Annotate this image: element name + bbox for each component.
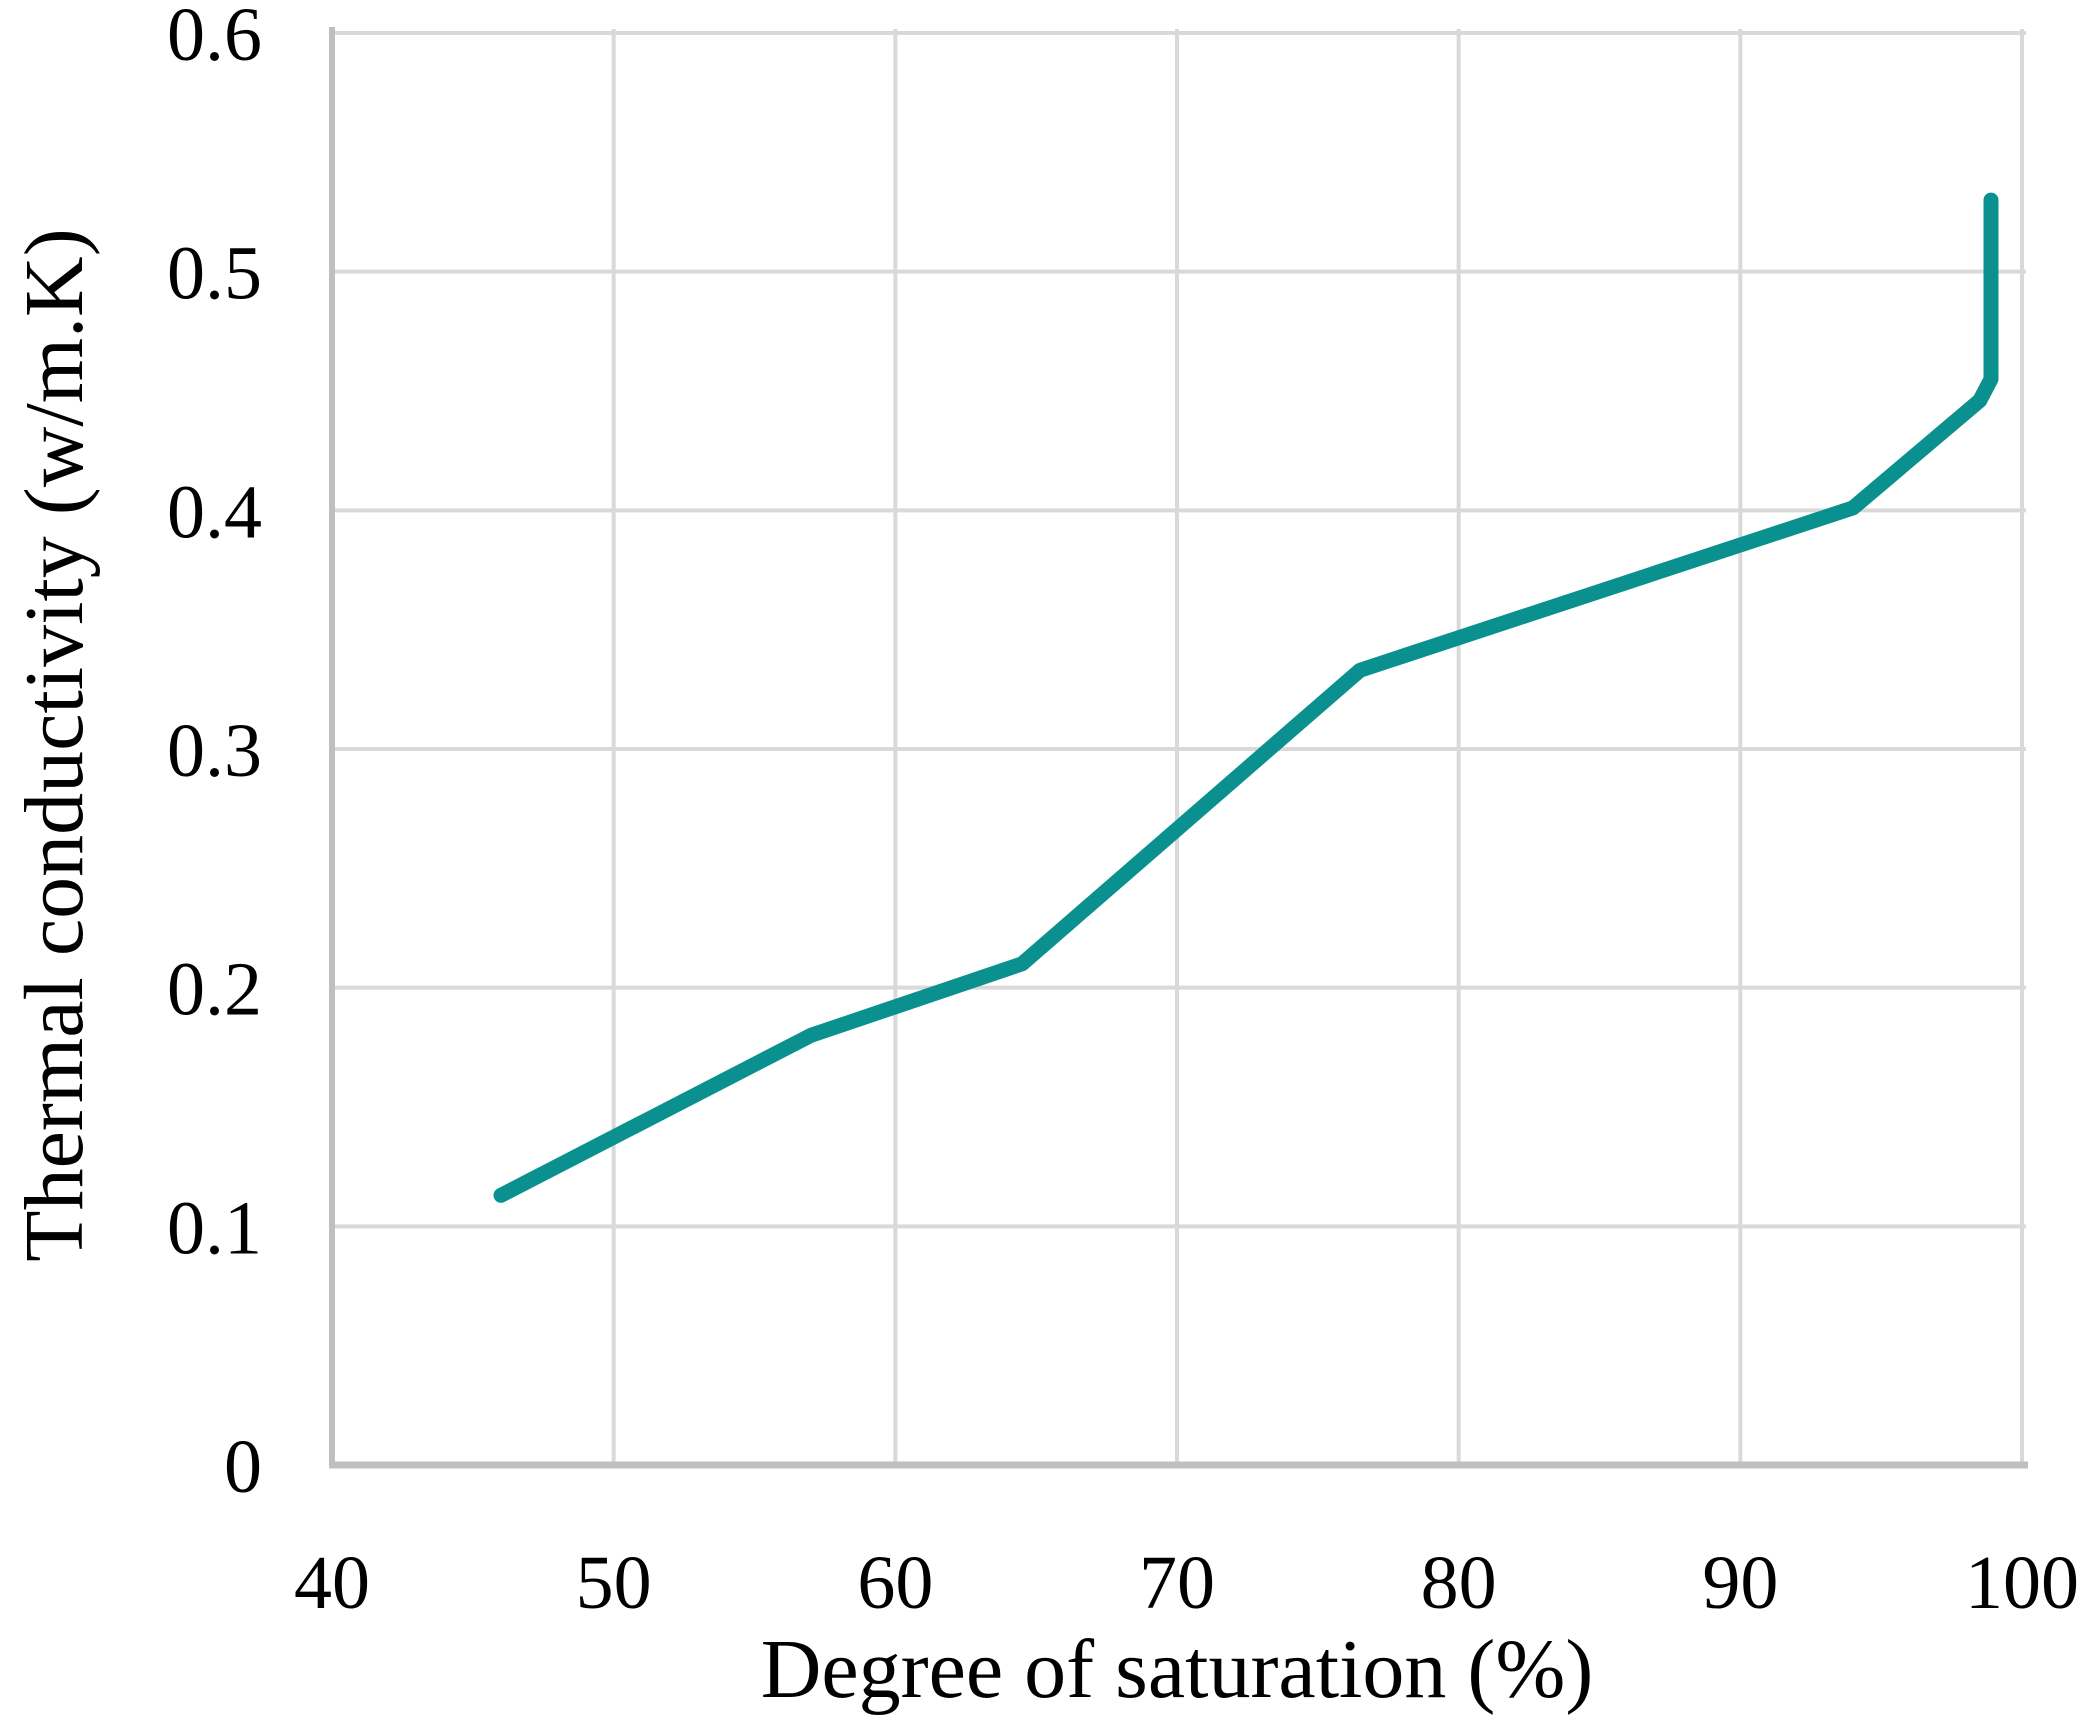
y-tick-label: 0.6 [167, 0, 262, 77]
x-tick-label: 40 [294, 1541, 370, 1625]
y-tick-label: 0.4 [167, 470, 262, 554]
y-axis-title: Thermal conductivity (w/m.K) [8, 228, 101, 1262]
x-tick-label: 100 [1965, 1541, 2079, 1625]
y-tick-labels: 0 0.1 0.2 0.3 0.4 0.5 0.6 [167, 0, 262, 1509]
gridlines [332, 29, 2026, 1465]
y-tick-label: 0.3 [167, 709, 262, 793]
x-tick-label: 70 [1139, 1541, 1215, 1625]
series-line [493, 192, 1999, 1203]
y-tick-label: 0 [224, 1425, 262, 1509]
x-tick-label: 50 [576, 1541, 652, 1625]
y-tick-label: 0.2 [167, 948, 262, 1032]
x-tick-label: 90 [1702, 1541, 1778, 1625]
y-tick-label: 0.5 [167, 232, 262, 316]
x-tick-label: 80 [1421, 1541, 1497, 1625]
y-tick-label: 0.1 [167, 1186, 262, 1270]
x-axis-title: Degree of saturation (%) [760, 1623, 1594, 1716]
x-tick-labels: 40 50 60 70 80 90 100 [294, 1541, 2079, 1625]
x-tick-label: 60 [857, 1541, 933, 1625]
axis-lines [329, 27, 2028, 1469]
data-series [493, 192, 1999, 1203]
